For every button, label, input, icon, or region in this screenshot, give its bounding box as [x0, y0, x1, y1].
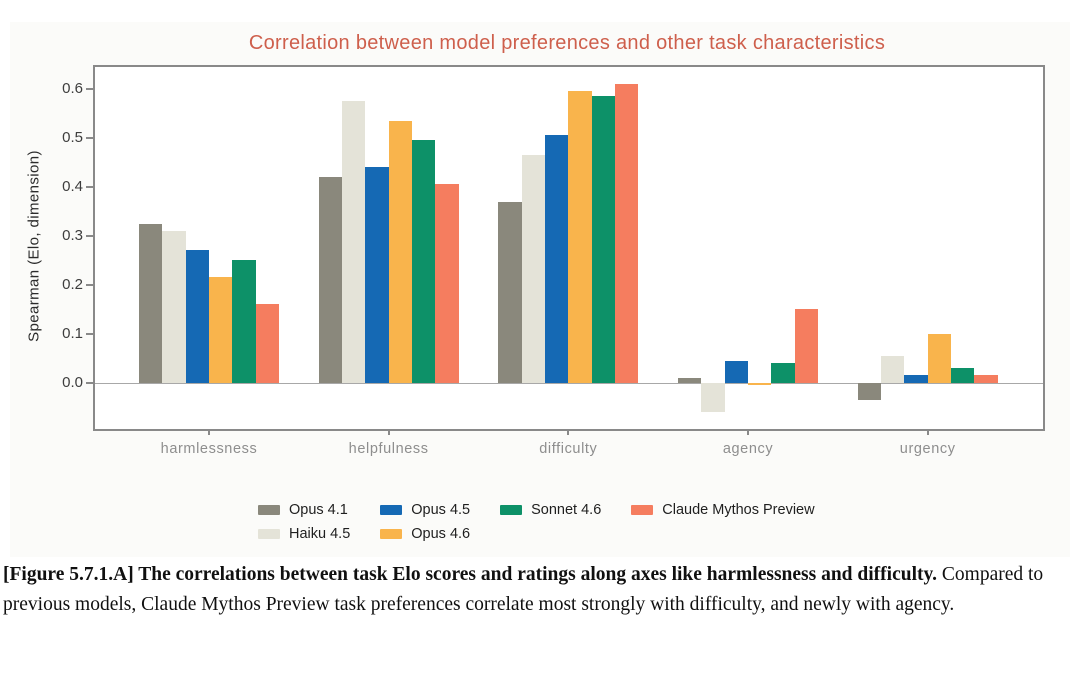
bar-opus-4-5-harmlessness — [185, 250, 209, 383]
bar-opus-4-5-difficulty — [545, 135, 569, 383]
bar-opus-4-6-urgency — [927, 333, 951, 383]
legend-item: Claude Mythos Preview — [631, 502, 815, 518]
legend: Opus 4.1 Haiku 4.5 Opus 4.5 Opus 4.6 Sonnet … — [258, 502, 815, 542]
figure-card: Correlation between model preferences an… — [10, 22, 1070, 557]
y-tick-mark — [86, 185, 95, 188]
y-tick-label: 0.4 — [62, 177, 83, 195]
legend-swatch-opus-4-6 — [380, 529, 403, 539]
x-tick-mark — [926, 429, 929, 435]
x-tick-mark — [567, 429, 570, 435]
chart-title: Correlation between model preferences an… — [248, 32, 886, 54]
caption-bold: [Figure 5.7.1.A] The correlations betwee… — [3, 564, 938, 585]
bar-opus-4-6-helpfulness — [388, 120, 412, 383]
bar-opus-4-1-harmlessness — [139, 223, 163, 383]
bar-sonnet-4-6-difficulty — [591, 96, 615, 383]
legend-column: Opus 4.1 Haiku 4.5 — [258, 502, 350, 542]
bar-sonnet-4-6-helpfulness — [411, 140, 436, 383]
legend-label: Haiku 4.5 — [289, 526, 351, 542]
legend-swatch-haiku-4-5 — [258, 529, 280, 539]
x-tick-mark — [747, 429, 749, 435]
bar-opus-4-5-urgency — [904, 375, 928, 383]
x-category-label: difficulty — [539, 441, 598, 457]
bar-opus-4-1-helpfulness — [318, 177, 342, 383]
figure-caption: [Figure 5.7.1.A] The correlations betwee… — [3, 560, 1051, 620]
bar-opus-4-6-agency — [748, 382, 772, 385]
legend-label: Opus 4.5 — [411, 502, 471, 518]
y-tick-mark — [86, 88, 95, 90]
bar-opus-4-1-urgency — [857, 382, 881, 400]
bar-haiku-4-5-agency — [701, 382, 725, 412]
plot-area: 0.0 0.1 0.2 0.3 0.4 0.5 0.6 harmlessness helpful… — [62, 65, 1045, 457]
bar-haiku-4-5-urgency — [881, 355, 905, 383]
legend-item: Sonnet 4.6 — [500, 502, 601, 518]
legend-label: Opus 4.6 — [411, 526, 471, 542]
bar-haiku-4-5-helpfulness — [342, 101, 366, 383]
legend-label: Sonnet 4.6 — [531, 502, 602, 518]
bar-claude-mythos-preview-difficulty — [614, 84, 639, 383]
y-tick-label: 0.6 — [62, 80, 83, 97]
bar-haiku-4-5-harmlessness — [162, 230, 186, 383]
bar-opus-4-5-helpfulness — [365, 167, 389, 383]
y-tick-label: 0.1 — [62, 324, 83, 342]
legend-column: Claude Mythos Preview — [631, 502, 815, 518]
zero-baseline — [95, 382, 1043, 384]
legend-label: Opus 4.1 — [289, 502, 348, 518]
y-axis-label: Spearman (Elo, dimension) — [25, 150, 43, 342]
legend-column: Sonnet 4.6 — [500, 502, 601, 518]
legend-item: Opus 4.6 — [380, 526, 470, 542]
x-category-label: helpfulness — [348, 441, 429, 457]
bar-opus-4-1-difficulty — [498, 201, 522, 383]
y-tick-label: 0.0 — [62, 373, 83, 391]
legend-swatch-claude-mythos-preview — [631, 505, 654, 515]
legend-item: Opus 4.5 — [380, 502, 470, 518]
x-tick-mark — [387, 429, 390, 435]
bar-claude-mythos-preview-agency — [794, 309, 818, 383]
x-category-label: harmlessness — [160, 441, 258, 457]
bar-claude-mythos-preview-helpfulness — [435, 184, 459, 383]
bar-sonnet-4-6-urgency — [951, 367, 975, 383]
bar-haiku-4-5-difficulty — [521, 155, 545, 383]
x-category-label: agency — [722, 441, 774, 457]
y-tick-mark — [86, 136, 95, 139]
x-category-label: urgency — [899, 441, 956, 457]
bar-opus-4-6-harmlessness — [208, 277, 233, 383]
legend-swatch-opus-4-5 — [380, 505, 403, 515]
bar-sonnet-4-6-agency — [771, 362, 795, 383]
y-tick-mark — [86, 332, 95, 335]
bar-opus-4-6-difficulty — [568, 91, 592, 383]
bar-claude-mythos-preview-urgency — [974, 375, 998, 383]
legend-swatch-opus-4-1 — [258, 505, 280, 515]
legend-item: Opus 4.1 — [258, 502, 350, 518]
legend-column: Opus 4.5 Opus 4.6 — [380, 502, 470, 542]
x-tick-mark — [208, 429, 210, 435]
y-tick-label: 0.5 — [62, 128, 83, 146]
legend-swatch-sonnet-4-6 — [500, 505, 523, 515]
y-tick-mark — [86, 234, 95, 237]
caption-text: Compared to previous models, Claude Myth… — [3, 564, 1044, 615]
bar-opus-4-1-agency — [678, 377, 702, 383]
y-tick-label: 0.2 — [62, 275, 83, 293]
legend-label: Claude Mythos Preview — [662, 502, 815, 518]
y-tick-mark — [86, 283, 95, 286]
legend-item: Haiku 4.5 — [258, 526, 350, 542]
bar-opus-4-5-agency — [724, 360, 748, 383]
y-tick-mark — [86, 381, 95, 384]
bar-sonnet-4-6-harmlessness — [232, 260, 256, 383]
y-tick-label: 0.3 — [62, 226, 83, 244]
bar-claude-mythos-preview-harmlessness — [255, 304, 279, 383]
